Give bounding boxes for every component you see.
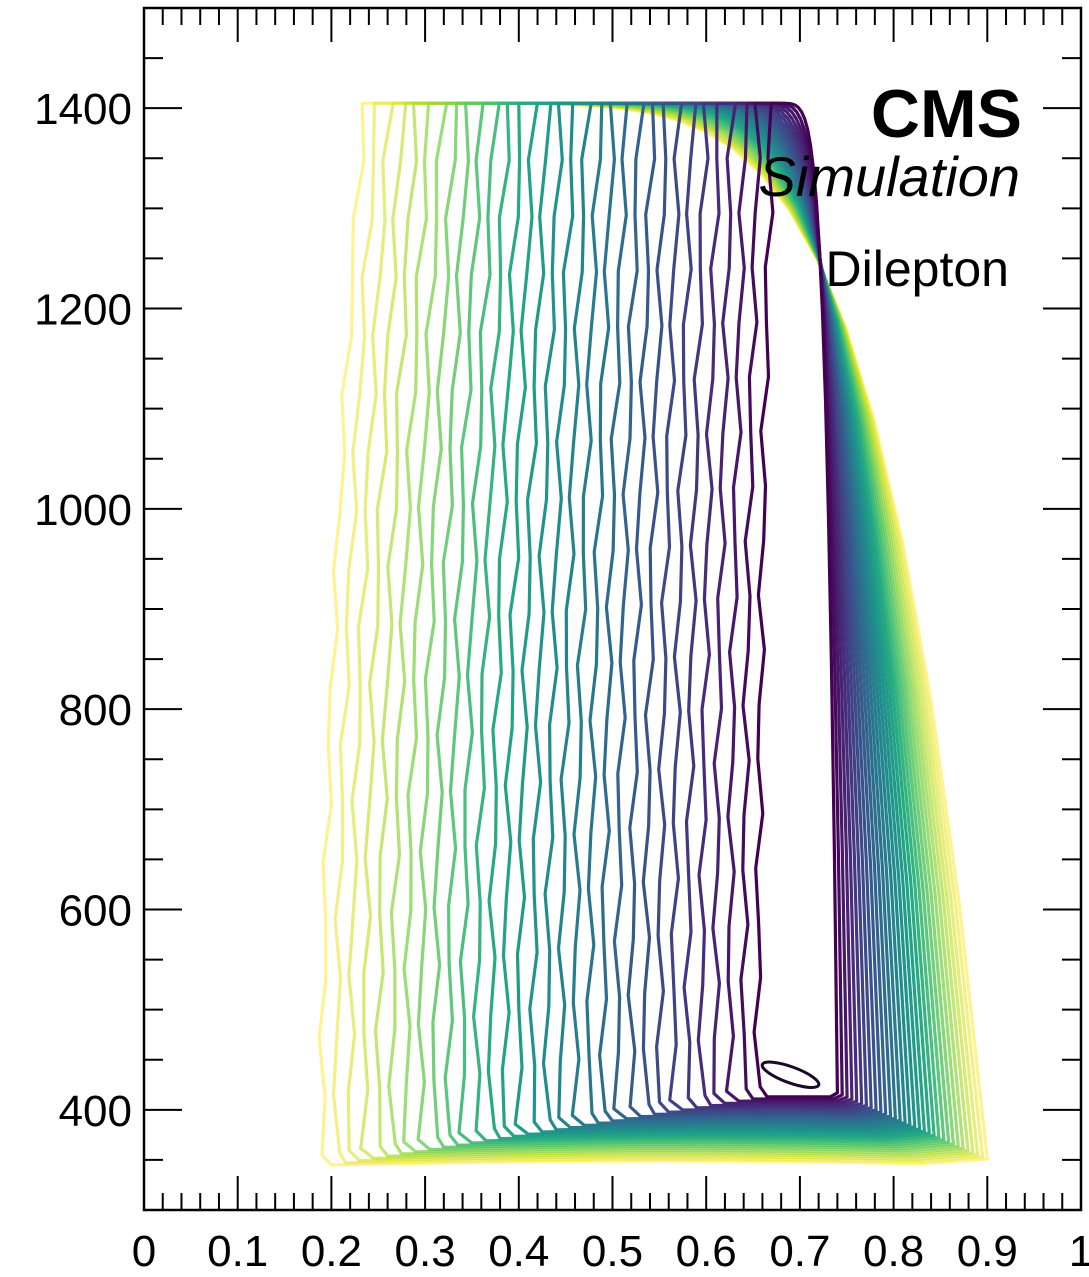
y-tick-label: 1400 [34, 85, 132, 134]
contour-level-32 [752, 101, 839, 1099]
x-tick-label: 0.7 [769, 1227, 830, 1276]
x-tick-label: 0 [132, 1227, 156, 1276]
x-tick-label: 0.1 [207, 1227, 268, 1276]
y-tick-labels: 400 600 800 1000 1200 1400 [34, 85, 132, 1136]
simulation-label: Simulation [759, 145, 1020, 208]
y-tick-label: 800 [59, 686, 132, 735]
y-tick-label: 1200 [34, 286, 132, 335]
y-tick-label: 600 [59, 887, 132, 936]
x-tick-label: 0.2 [301, 1227, 362, 1276]
y-tick-label: 400 [59, 1087, 132, 1136]
channel-label: Dilepton [826, 241, 1009, 297]
x-tick-label: 0.3 [395, 1227, 456, 1276]
cms-label: CMS [871, 76, 1022, 152]
axis-ticks [143, 7, 1082, 1210]
x-tick-label: 0.4 [488, 1227, 549, 1276]
y-tick-label: 1000 [34, 486, 132, 535]
x-tick-label: 1 [1069, 1227, 1089, 1276]
x-tick-label: 0.6 [676, 1227, 737, 1276]
x-tick-label: 0.8 [863, 1227, 924, 1276]
x-tick-labels: 0 0.1 0.2 0.3 0.4 0.5 0.6 0.7 0.8 0.9 1 [132, 1227, 1089, 1276]
x-tick-label: 0.5 [582, 1227, 643, 1276]
contour-lines [317, 101, 989, 1167]
contour-peak [760, 1060, 821, 1089]
x-tick-label: 0.9 [957, 1227, 1018, 1276]
